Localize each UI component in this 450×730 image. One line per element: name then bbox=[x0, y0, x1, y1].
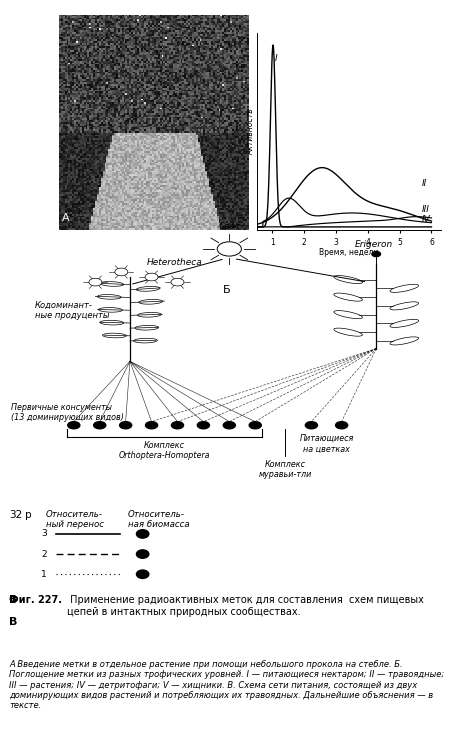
Circle shape bbox=[372, 252, 381, 257]
Ellipse shape bbox=[334, 310, 362, 319]
Ellipse shape bbox=[334, 328, 362, 337]
Ellipse shape bbox=[139, 299, 162, 304]
Text: В: В bbox=[9, 595, 18, 605]
Text: р: р bbox=[25, 510, 32, 520]
Ellipse shape bbox=[390, 301, 418, 310]
Text: 2: 2 bbox=[41, 550, 47, 558]
Ellipse shape bbox=[136, 286, 160, 291]
Circle shape bbox=[94, 422, 106, 429]
Circle shape bbox=[249, 422, 261, 429]
Text: Фиг. 227.: Фиг. 227. bbox=[9, 595, 62, 605]
Text: Питающиеся
на цветках: Питающиеся на цветках bbox=[299, 434, 354, 453]
Text: Б: Б bbox=[223, 285, 231, 295]
Ellipse shape bbox=[99, 307, 122, 312]
Circle shape bbox=[136, 530, 149, 538]
Circle shape bbox=[115, 268, 128, 276]
Y-axis label: Активность: Активность bbox=[246, 108, 255, 155]
X-axis label: Время, недели: Время, недели bbox=[319, 248, 378, 257]
Text: Свет: Свет bbox=[218, 222, 240, 231]
Text: А Введение метки в отдельное растение при помощи небольшого прокола на стебле. Б: А Введение метки в отдельное растение пр… bbox=[9, 660, 444, 710]
Text: Первичные консументы
(13 доминирующих видов): Первичные консументы (13 доминирующих ви… bbox=[11, 403, 124, 422]
Text: А: А bbox=[62, 213, 70, 223]
Circle shape bbox=[145, 422, 157, 429]
Circle shape bbox=[198, 422, 209, 429]
Ellipse shape bbox=[100, 320, 124, 325]
Circle shape bbox=[136, 550, 149, 558]
Circle shape bbox=[89, 278, 102, 286]
Text: Применение радиоактивных меток для составления  схем пищевых цепей в интактных п: Применение радиоактивных меток для соста… bbox=[68, 595, 424, 617]
Ellipse shape bbox=[390, 319, 418, 328]
Circle shape bbox=[136, 570, 149, 578]
Ellipse shape bbox=[334, 293, 362, 301]
Text: 32: 32 bbox=[9, 510, 22, 520]
Ellipse shape bbox=[134, 338, 158, 343]
Circle shape bbox=[223, 422, 235, 429]
Circle shape bbox=[217, 242, 241, 256]
Circle shape bbox=[336, 422, 348, 429]
Text: IV: IV bbox=[422, 215, 431, 224]
Text: 1: 1 bbox=[41, 569, 47, 579]
Circle shape bbox=[171, 278, 184, 286]
Ellipse shape bbox=[100, 282, 124, 286]
Ellipse shape bbox=[138, 312, 161, 317]
Text: II: II bbox=[422, 179, 427, 188]
Circle shape bbox=[68, 422, 80, 429]
Text: Комплекс
муравьи-тли: Комплекс муравьи-тли bbox=[259, 460, 312, 479]
Text: Относитель-
ная биомасса: Относитель- ная биомасса bbox=[128, 510, 189, 529]
Ellipse shape bbox=[97, 295, 121, 299]
Text: Кодоминант-
ные продуценты: Кодоминант- ные продуценты bbox=[35, 301, 109, 320]
Text: 3: 3 bbox=[41, 529, 47, 539]
Ellipse shape bbox=[334, 275, 362, 284]
Circle shape bbox=[171, 422, 184, 429]
Text: Относитель-
ный перенос: Относитель- ный перенос bbox=[46, 510, 104, 529]
Ellipse shape bbox=[390, 284, 418, 293]
Text: III: III bbox=[422, 205, 430, 215]
Circle shape bbox=[120, 422, 132, 429]
Ellipse shape bbox=[135, 326, 159, 330]
Text: Комплекс
Orthoptera-Homoptera: Комплекс Orthoptera-Homoptera bbox=[119, 440, 210, 460]
Text: В: В bbox=[9, 617, 18, 627]
Ellipse shape bbox=[390, 337, 418, 345]
Ellipse shape bbox=[103, 333, 126, 338]
Circle shape bbox=[306, 422, 317, 429]
Text: Erigeron: Erigeron bbox=[355, 240, 393, 249]
Circle shape bbox=[145, 273, 158, 281]
Text: Heterotheca: Heterotheca bbox=[147, 258, 203, 267]
Text: I: I bbox=[275, 54, 278, 63]
